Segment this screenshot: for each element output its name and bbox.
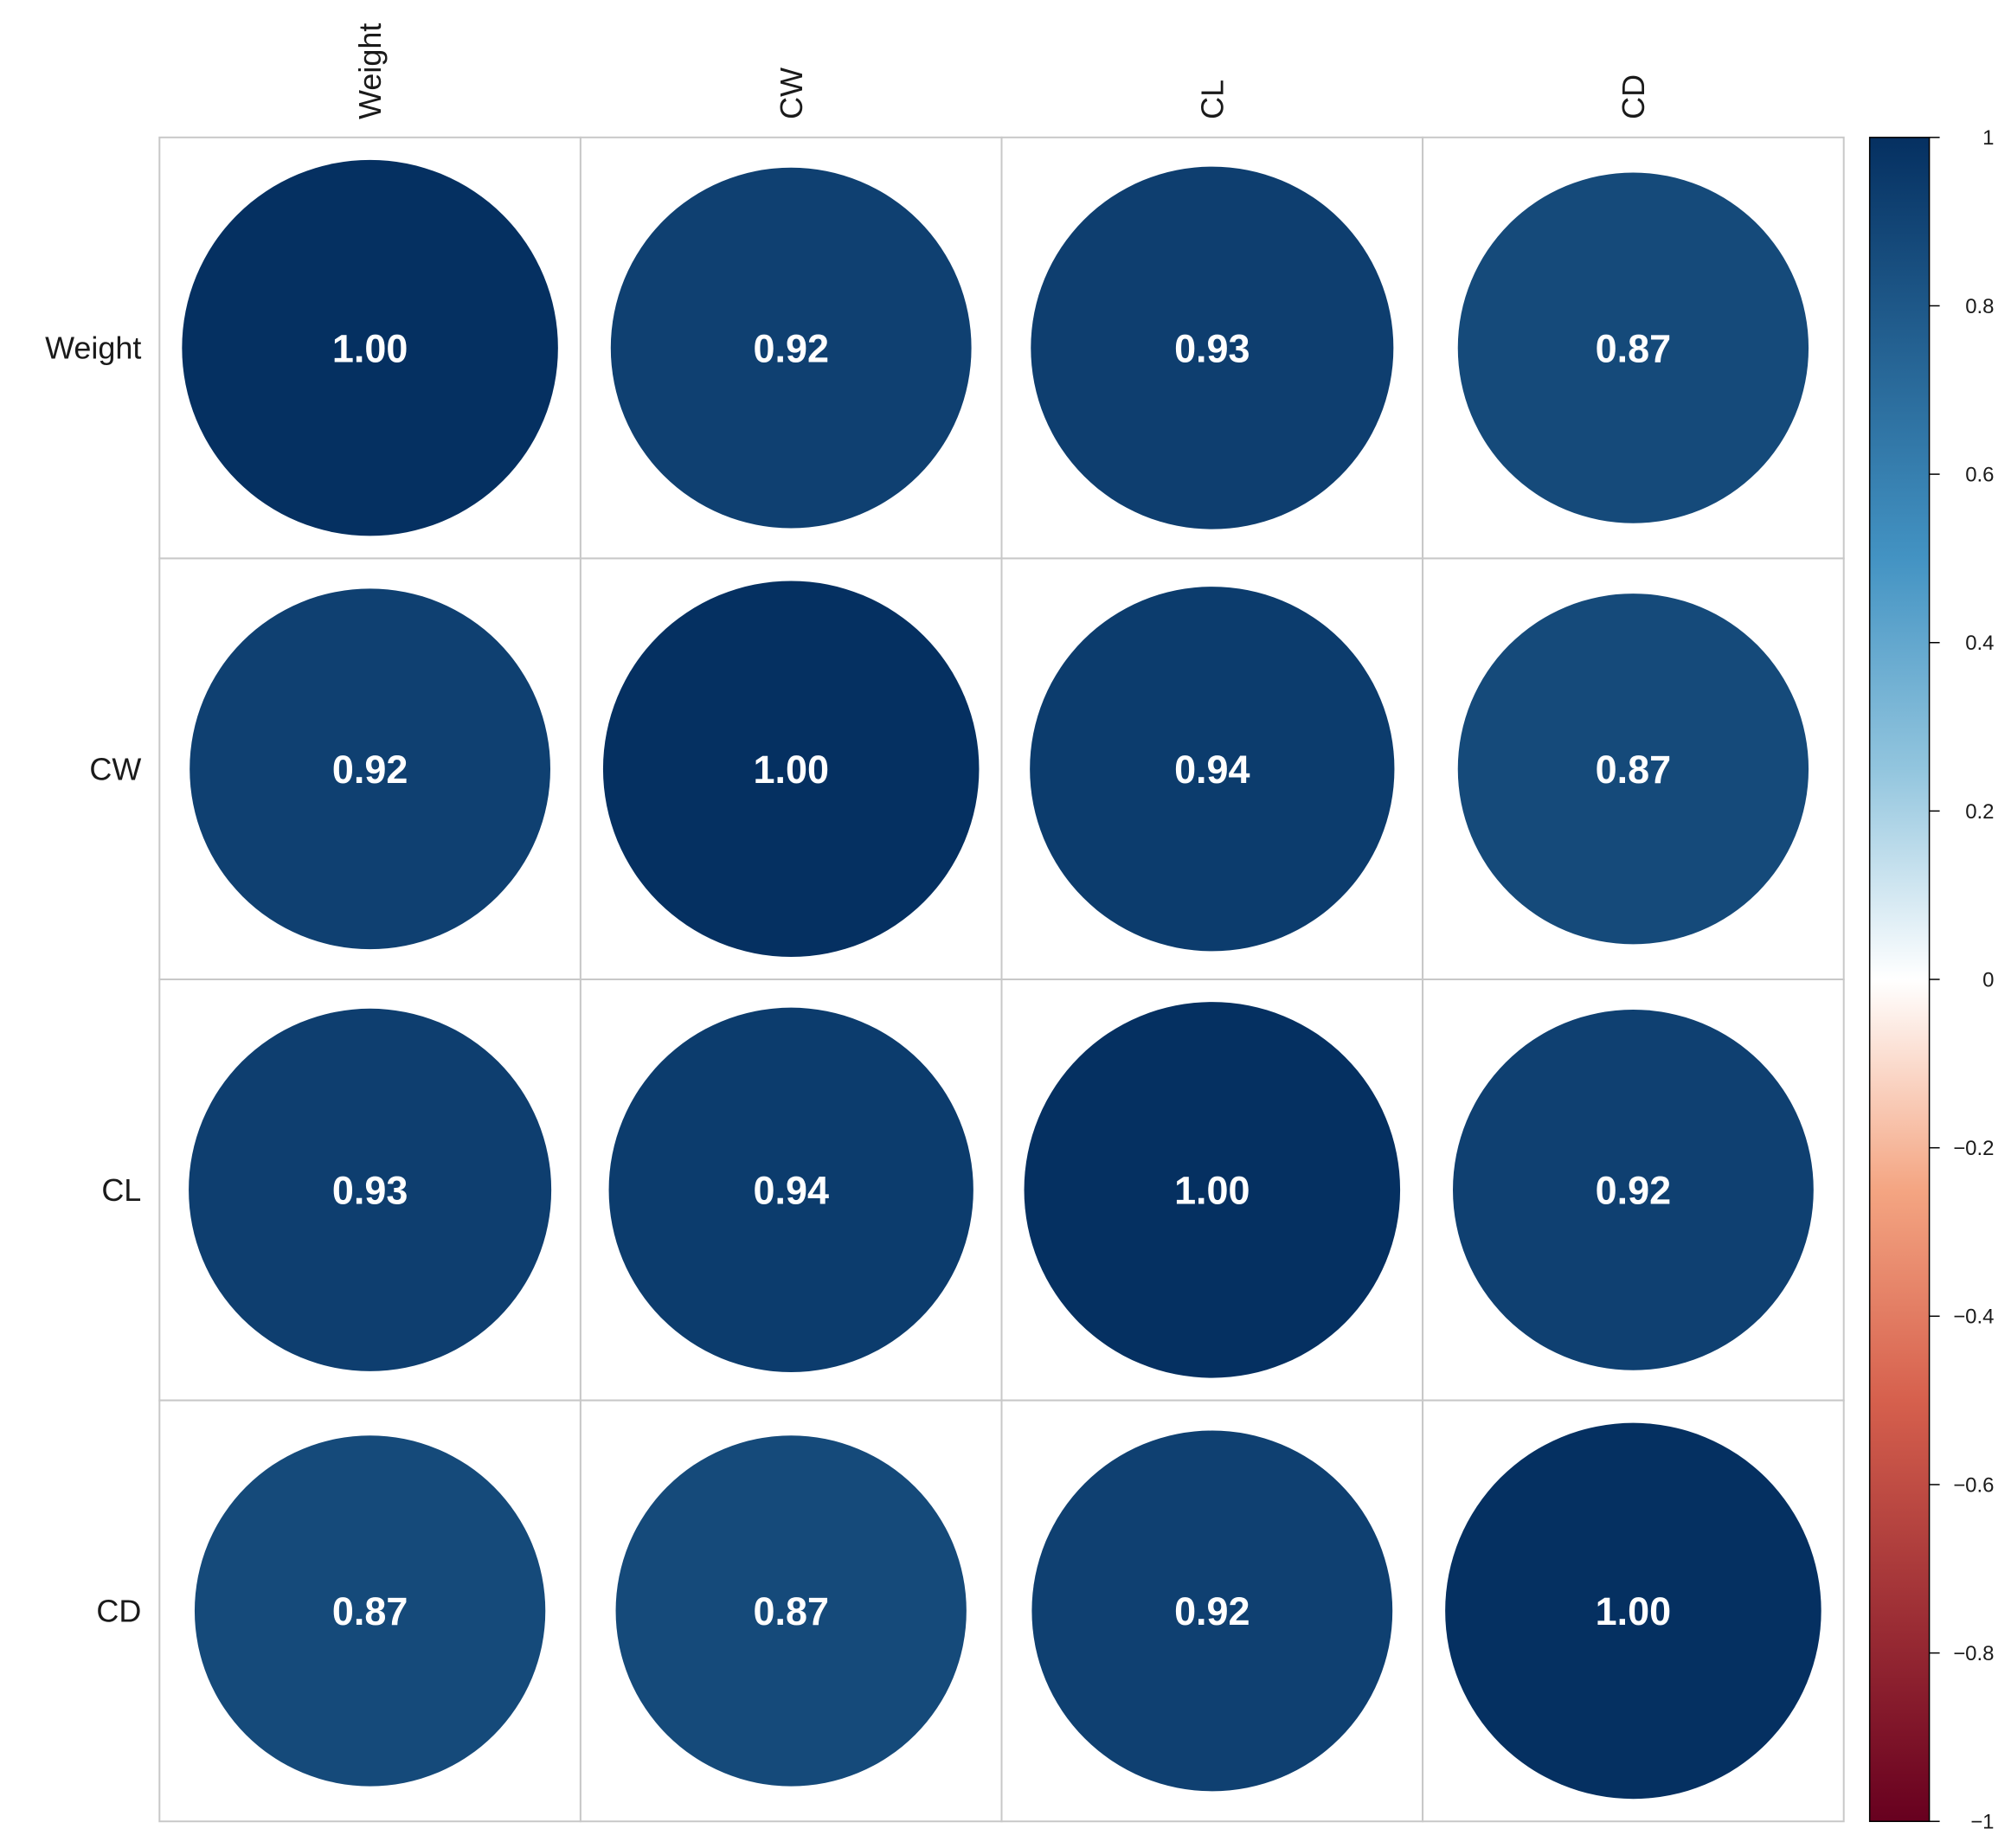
corr-value-label: 0.92 [753,326,828,370]
label-layer: 1.00 0.92 0.93 0.87 0.92 1.00 0.94 0.87 0.93 0.94… [45,23,1671,1634]
corr-value-label: 1.00 [753,748,828,792]
corr-circle-weight-cl [1031,166,1394,529]
colorbar-tick-label: −0.2 [1953,1137,1994,1160]
colorbar-tick-label: −0.4 [1953,1306,1994,1329]
corr-circle-cd-weight [194,1435,546,1787]
row-label-weight: Weight [45,330,141,366]
column-label-cl: CL [1194,80,1230,119]
colorbar-tick-label: 0.8 [1965,295,1994,318]
corr-circle-cd-cw [615,1435,967,1787]
corr-circle-cd-cl [1031,1430,1393,1792]
corr-circle-cd-cd [1445,1422,1821,1800]
colorbar-tick-label: −0.8 [1953,1642,1994,1665]
colorbar-tick-label: 0.6 [1965,464,1994,487]
corr-value-label: 0.87 [332,1589,408,1633]
corr-value-label: 1.00 [1174,1169,1250,1213]
colorbar-gradient [1868,137,1931,1822]
colorbar-tick-label: 0 [1982,968,1994,991]
colorbar: 1 0.8 0.6 0.4 0.2 0 −0.2 −0.4 −0.6 −0.8 −1 [1868,126,1995,1834]
colorbar-tick-label: −1 [1970,1811,1994,1834]
colorbar-tick-label: 1 [1982,126,1994,150]
corr-value-label: 0.87 [1596,748,1671,792]
colorbar-tick-label: 0.2 [1965,800,1994,824]
corr-circle-cw-cw [602,581,980,957]
corr-circle-cw-weight [190,588,550,950]
corr-circle-cl-cw [608,1007,973,1372]
column-label-weight: Weight [352,23,388,119]
corr-value-label: 0.87 [1596,326,1671,370]
corr-circle-cl-weight [189,1008,552,1371]
row-label-cw: CW [89,751,141,786]
corr-value-label: 0.93 [1174,326,1250,370]
corr-value-label: 0.92 [1174,1589,1250,1633]
column-label-cw: CW [774,67,809,119]
corr-value-label: 0.93 [332,1169,408,1213]
corr-circle-cw-cl [1030,587,1395,952]
colorbar-tick-label: −0.6 [1953,1473,1994,1497]
corr-value-label: 1.00 [1596,1589,1671,1633]
column-label-cd: CD [1616,74,1651,119]
circle-layer [182,159,1821,1800]
corr-value-label: 1.00 [332,326,408,370]
row-label-cd: CD [96,1594,141,1629]
corr-circle-weight-cd [1457,172,1809,523]
corr-circle-cl-cd [1453,1009,1814,1370]
corr-circle-cw-cd [1457,594,1809,945]
colorbar-tick-label: 0.4 [1965,632,1994,655]
corr-value-label: 0.92 [332,748,408,792]
corr-circle-cl-cl [1024,1002,1401,1378]
row-label-cl: CL [101,1172,141,1208]
corr-value-label: 0.94 [753,1169,828,1213]
corr-circle-weight-cw [610,167,972,529]
corr-value-label: 0.94 [1174,748,1250,792]
corr-value-label: 0.92 [1596,1169,1671,1213]
corr-value-label: 0.87 [753,1589,828,1633]
corr-circle-weight-weight [182,159,558,536]
